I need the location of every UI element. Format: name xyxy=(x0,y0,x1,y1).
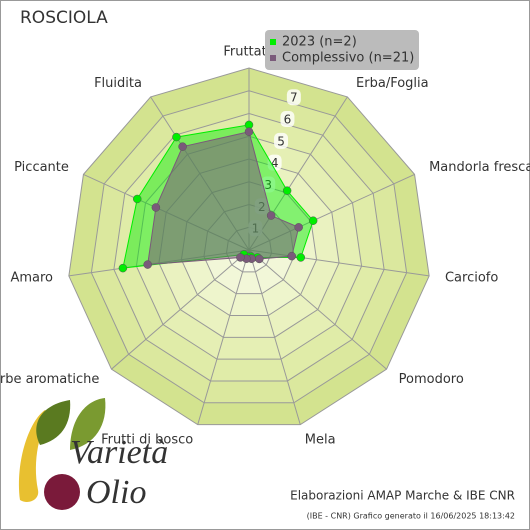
credits: Elaborazioni AMAP Marche & IBE CNR xyxy=(290,489,515,503)
data-point xyxy=(172,132,181,142)
r-tick-label: 6 xyxy=(284,113,292,127)
axis-label: Pomodoro xyxy=(399,372,464,387)
logo-text: Olio xyxy=(86,474,146,511)
legend-label: 2023 (n=2) xyxy=(282,35,357,50)
legend-label: Complessivo (n=21) xyxy=(282,51,414,66)
axis-label: Carciofo xyxy=(445,271,498,286)
legend: 2023 (n=2)Complessivo (n=21) xyxy=(265,30,419,70)
legend-swatch xyxy=(270,55,276,61)
logo: Varietà Olio xyxy=(19,398,168,511)
spoke xyxy=(197,249,250,425)
data-point xyxy=(255,254,264,264)
r-tick-label: 3 xyxy=(264,178,272,192)
axis-label: Piccante xyxy=(14,160,69,175)
tick-bg xyxy=(280,111,295,128)
data-point xyxy=(143,260,152,269)
data-point xyxy=(151,203,161,212)
legend-box xyxy=(265,30,419,70)
r-tick-label: 4 xyxy=(271,156,279,170)
axis-label: Fruttato xyxy=(223,45,274,60)
tick-bg xyxy=(261,176,276,193)
tick-bg xyxy=(286,89,301,106)
data-point xyxy=(282,186,292,195)
data-point xyxy=(244,127,254,136)
axis-label: Mela xyxy=(305,432,336,447)
data-point xyxy=(236,253,245,262)
data-point xyxy=(118,263,128,273)
axis-label: Erba/Foglia xyxy=(356,76,429,91)
spoke xyxy=(248,249,387,370)
r-tick-label: 7 xyxy=(290,91,298,105)
chart-title: ROSCIOLA xyxy=(20,8,108,28)
data-point xyxy=(308,216,318,225)
data-point xyxy=(294,223,303,232)
axis-label: Erbe aromatiche xyxy=(0,372,99,387)
axis-label: Frutti di bosco xyxy=(101,432,193,447)
axis-label: Mandorla fresca xyxy=(429,160,530,175)
footnote: (IBE - CNR) Grafico generato il 16/06/20… xyxy=(307,512,515,521)
plot: Fruttato Erba/Foglia Mandorla fresca Carcio… xyxy=(0,45,530,448)
data-point xyxy=(287,251,297,261)
spoke xyxy=(111,249,250,370)
data-point xyxy=(133,194,142,204)
legend-swatch xyxy=(270,39,276,45)
data-point xyxy=(178,142,187,151)
data-point xyxy=(266,211,276,220)
logo-text: Varietà xyxy=(70,434,168,471)
axis-label: Amaro xyxy=(10,271,53,286)
r-tick-label: 5 xyxy=(277,134,285,148)
data-point xyxy=(296,253,306,262)
tick-bg xyxy=(274,132,289,149)
axis-label: Fluidita xyxy=(94,76,142,91)
spoke xyxy=(248,249,301,425)
tick-bg xyxy=(267,154,282,171)
